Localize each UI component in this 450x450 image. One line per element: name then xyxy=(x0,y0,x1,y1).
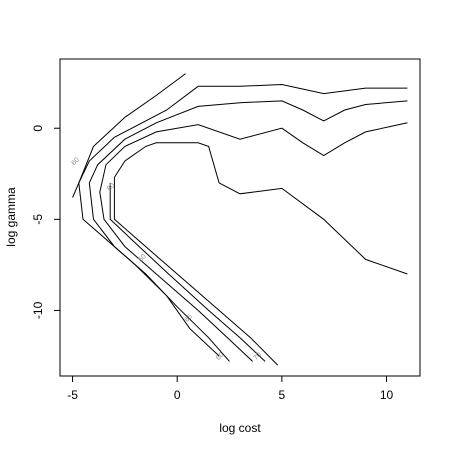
x-tick-label: 0 xyxy=(174,388,181,402)
contour-label-7: 80 xyxy=(106,182,117,193)
contour-line-3 xyxy=(78,85,220,357)
y-tick-label: -5 xyxy=(31,214,45,225)
x-tick-label: 5 xyxy=(279,388,286,402)
contour-label-5: 50 xyxy=(137,253,148,264)
y-tick-label: 0 xyxy=(31,125,45,132)
y-tick-label: -10 xyxy=(31,301,45,319)
contour-line-6 xyxy=(109,182,266,362)
contour-line-4 xyxy=(88,100,408,362)
contour-line-7 xyxy=(113,142,408,366)
y-axis: 0 -5 -10 xyxy=(31,125,61,319)
x-axis: -5 0 5 10 xyxy=(67,375,394,402)
contour-line-2 xyxy=(198,83,408,95)
contour-label-6: 65 xyxy=(184,313,195,324)
x-tick-label: -5 xyxy=(67,388,78,402)
contour-line-5 xyxy=(99,122,408,362)
x-tick-label: 10 xyxy=(380,388,394,402)
contour-label-8: 70 xyxy=(253,351,264,362)
contour-labels: 60 60 50 65 80 70 xyxy=(70,156,263,362)
contour-label-4: 60 xyxy=(215,351,226,362)
contour-label-1: 60 xyxy=(70,156,81,167)
x-axis-label: log cost xyxy=(219,421,261,435)
contour-lines xyxy=(72,73,408,366)
contour-line-1 xyxy=(72,73,186,198)
y-axis-label: log gamma xyxy=(4,187,18,247)
